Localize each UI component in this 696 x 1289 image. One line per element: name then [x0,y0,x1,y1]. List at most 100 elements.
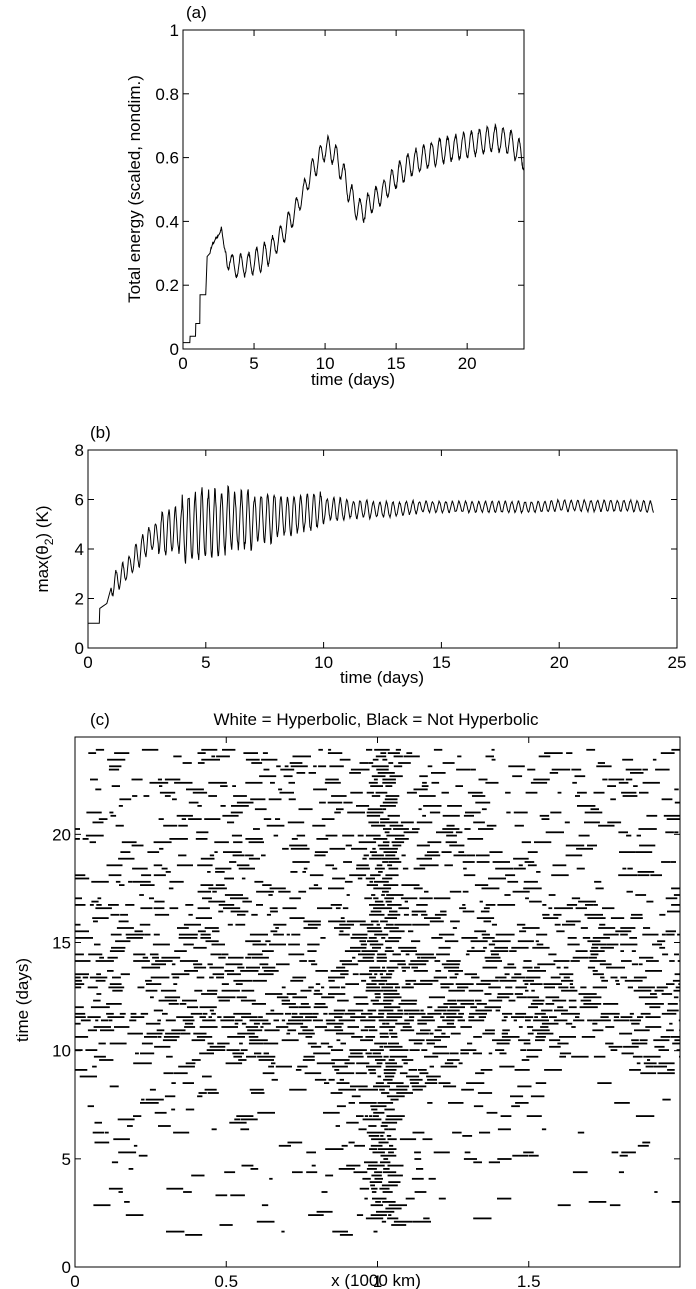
not-hyperbolic-cell [246,1055,257,1058]
not-hyperbolic-cell [587,1019,592,1022]
not-hyperbolic-cell [339,930,344,933]
not-hyperbolic-cell [580,927,588,929]
panel-b-x-ticks: 0 5 10 15 20 25 [83,450,686,672]
not-hyperbolic-cell [492,1039,511,1042]
not-hyperbolic-cell [149,781,169,784]
not-hyperbolic-cell [455,785,463,787]
not-hyperbolic-cell [404,1012,409,1015]
not-hyperbolic-cell [262,1072,275,1075]
not-hyperbolic-cell [592,973,604,976]
not-hyperbolic-cell [133,1115,142,1117]
not-hyperbolic-cell [366,884,378,886]
not-hyperbolic-cell [313,1052,331,1055]
not-hyperbolic-cell [157,778,162,781]
not-hyperbolic-cell [667,1069,675,1071]
not-hyperbolic-cell [471,976,480,979]
not-hyperbolic-cell [75,1069,88,1071]
not-hyperbolic-cell [384,989,398,992]
not-hyperbolic-cell [388,762,394,764]
not-hyperbolic-cell [307,943,320,946]
not-hyperbolic-cell [197,890,211,893]
not-hyperbolic-cell [180,1032,191,1035]
not-hyperbolic-cell [338,1168,355,1170]
not-hyperbolic-cell [670,861,676,863]
not-hyperbolic-cell [362,1118,382,1121]
not-hyperbolic-cell [250,798,266,801]
not-hyperbolic-cell [528,1154,539,1157]
not-hyperbolic-cell [362,857,367,860]
not-hyperbolic-cell [532,946,550,949]
not-hyperbolic-cell [376,768,389,771]
not-hyperbolic-cell [408,1039,425,1042]
not-hyperbolic-cell [281,1019,286,1022]
not-hyperbolic-cell [365,1217,384,1220]
not-hyperbolic-cell [508,999,516,1002]
not-hyperbolic-cell [209,976,214,979]
not-hyperbolic-cell [416,844,430,847]
not-hyperbolic-cell [611,1151,619,1154]
not-hyperbolic-cell [358,953,375,956]
not-hyperbolic-cell [506,811,511,814]
not-hyperbolic-cell [85,834,104,837]
not-hyperbolic-cell [395,748,401,751]
not-hyperbolic-cell [449,844,465,847]
not-hyperbolic-cell [259,775,277,778]
not-hyperbolic-cell [587,940,601,943]
not-hyperbolic-cell [217,1016,222,1018]
not-hyperbolic-cell [387,864,393,867]
not-hyperbolic-cell [202,897,212,900]
not-hyperbolic-cell [185,1108,195,1111]
not-hyperbolic-cell [637,1144,649,1147]
not-hyperbolic-cell [450,920,460,923]
not-hyperbolic-cell [307,1042,317,1045]
not-hyperbolic-cell [618,781,629,784]
not-hyperbolic-cell [565,1022,573,1025]
not-hyperbolic-cell [108,874,122,877]
not-hyperbolic-cell [457,1019,465,1022]
not-hyperbolic-cell [433,976,447,979]
not-hyperbolic-cell [118,857,135,860]
x-tick-label: 0.5 [214,1272,238,1289]
not-hyperbolic-cell [461,937,478,939]
not-hyperbolic-cell [133,960,150,962]
not-hyperbolic-cell [243,752,258,754]
not-hyperbolic-cell [104,1131,109,1134]
not-hyperbolic-cell [224,1171,236,1174]
panel-b-y-label-main: max(θ [33,545,52,592]
not-hyperbolic-cell [157,1036,162,1038]
not-hyperbolic-cell [499,1065,515,1068]
not-hyperbolic-cell [251,1092,265,1094]
not-hyperbolic-cell [459,907,467,910]
not-hyperbolic-cell [281,986,286,989]
not-hyperbolic-cell [79,1075,97,1078]
not-hyperbolic-cell [380,976,392,979]
not-hyperbolic-cell [311,1164,316,1167]
not-hyperbolic-cell [248,841,264,844]
not-hyperbolic-cell [263,1052,269,1055]
not-hyperbolic-cell [85,1049,98,1051]
not-hyperbolic-cell [618,831,628,834]
not-hyperbolic-cell [427,1006,433,1009]
not-hyperbolic-cell [386,1115,405,1117]
not-hyperbolic-cell [201,758,220,761]
not-hyperbolic-cell [368,1135,380,1137]
not-hyperbolic-cell [408,1012,426,1015]
not-hyperbolic-cell [252,979,267,982]
not-hyperbolic-cell [661,861,671,863]
not-hyperbolic-cell [273,1019,279,1022]
not-hyperbolic-cell [373,907,392,910]
not-hyperbolic-cell [223,1016,235,1018]
not-hyperbolic-cell [393,765,403,768]
not-hyperbolic-cell [212,890,217,893]
not-hyperbolic-cell [361,979,367,982]
not-hyperbolic-cell [401,854,406,857]
not-hyperbolic-cell [173,1072,188,1075]
not-hyperbolic-cell [282,907,297,910]
not-hyperbolic-cell [386,1135,392,1137]
not-hyperbolic-cell [663,814,680,817]
not-hyperbolic-cell [393,1220,413,1223]
not-hyperbolic-cell [456,768,471,771]
not-hyperbolic-cell [420,979,439,982]
not-hyperbolic-cell [382,1171,397,1174]
not-hyperbolic-cell [330,1092,343,1094]
